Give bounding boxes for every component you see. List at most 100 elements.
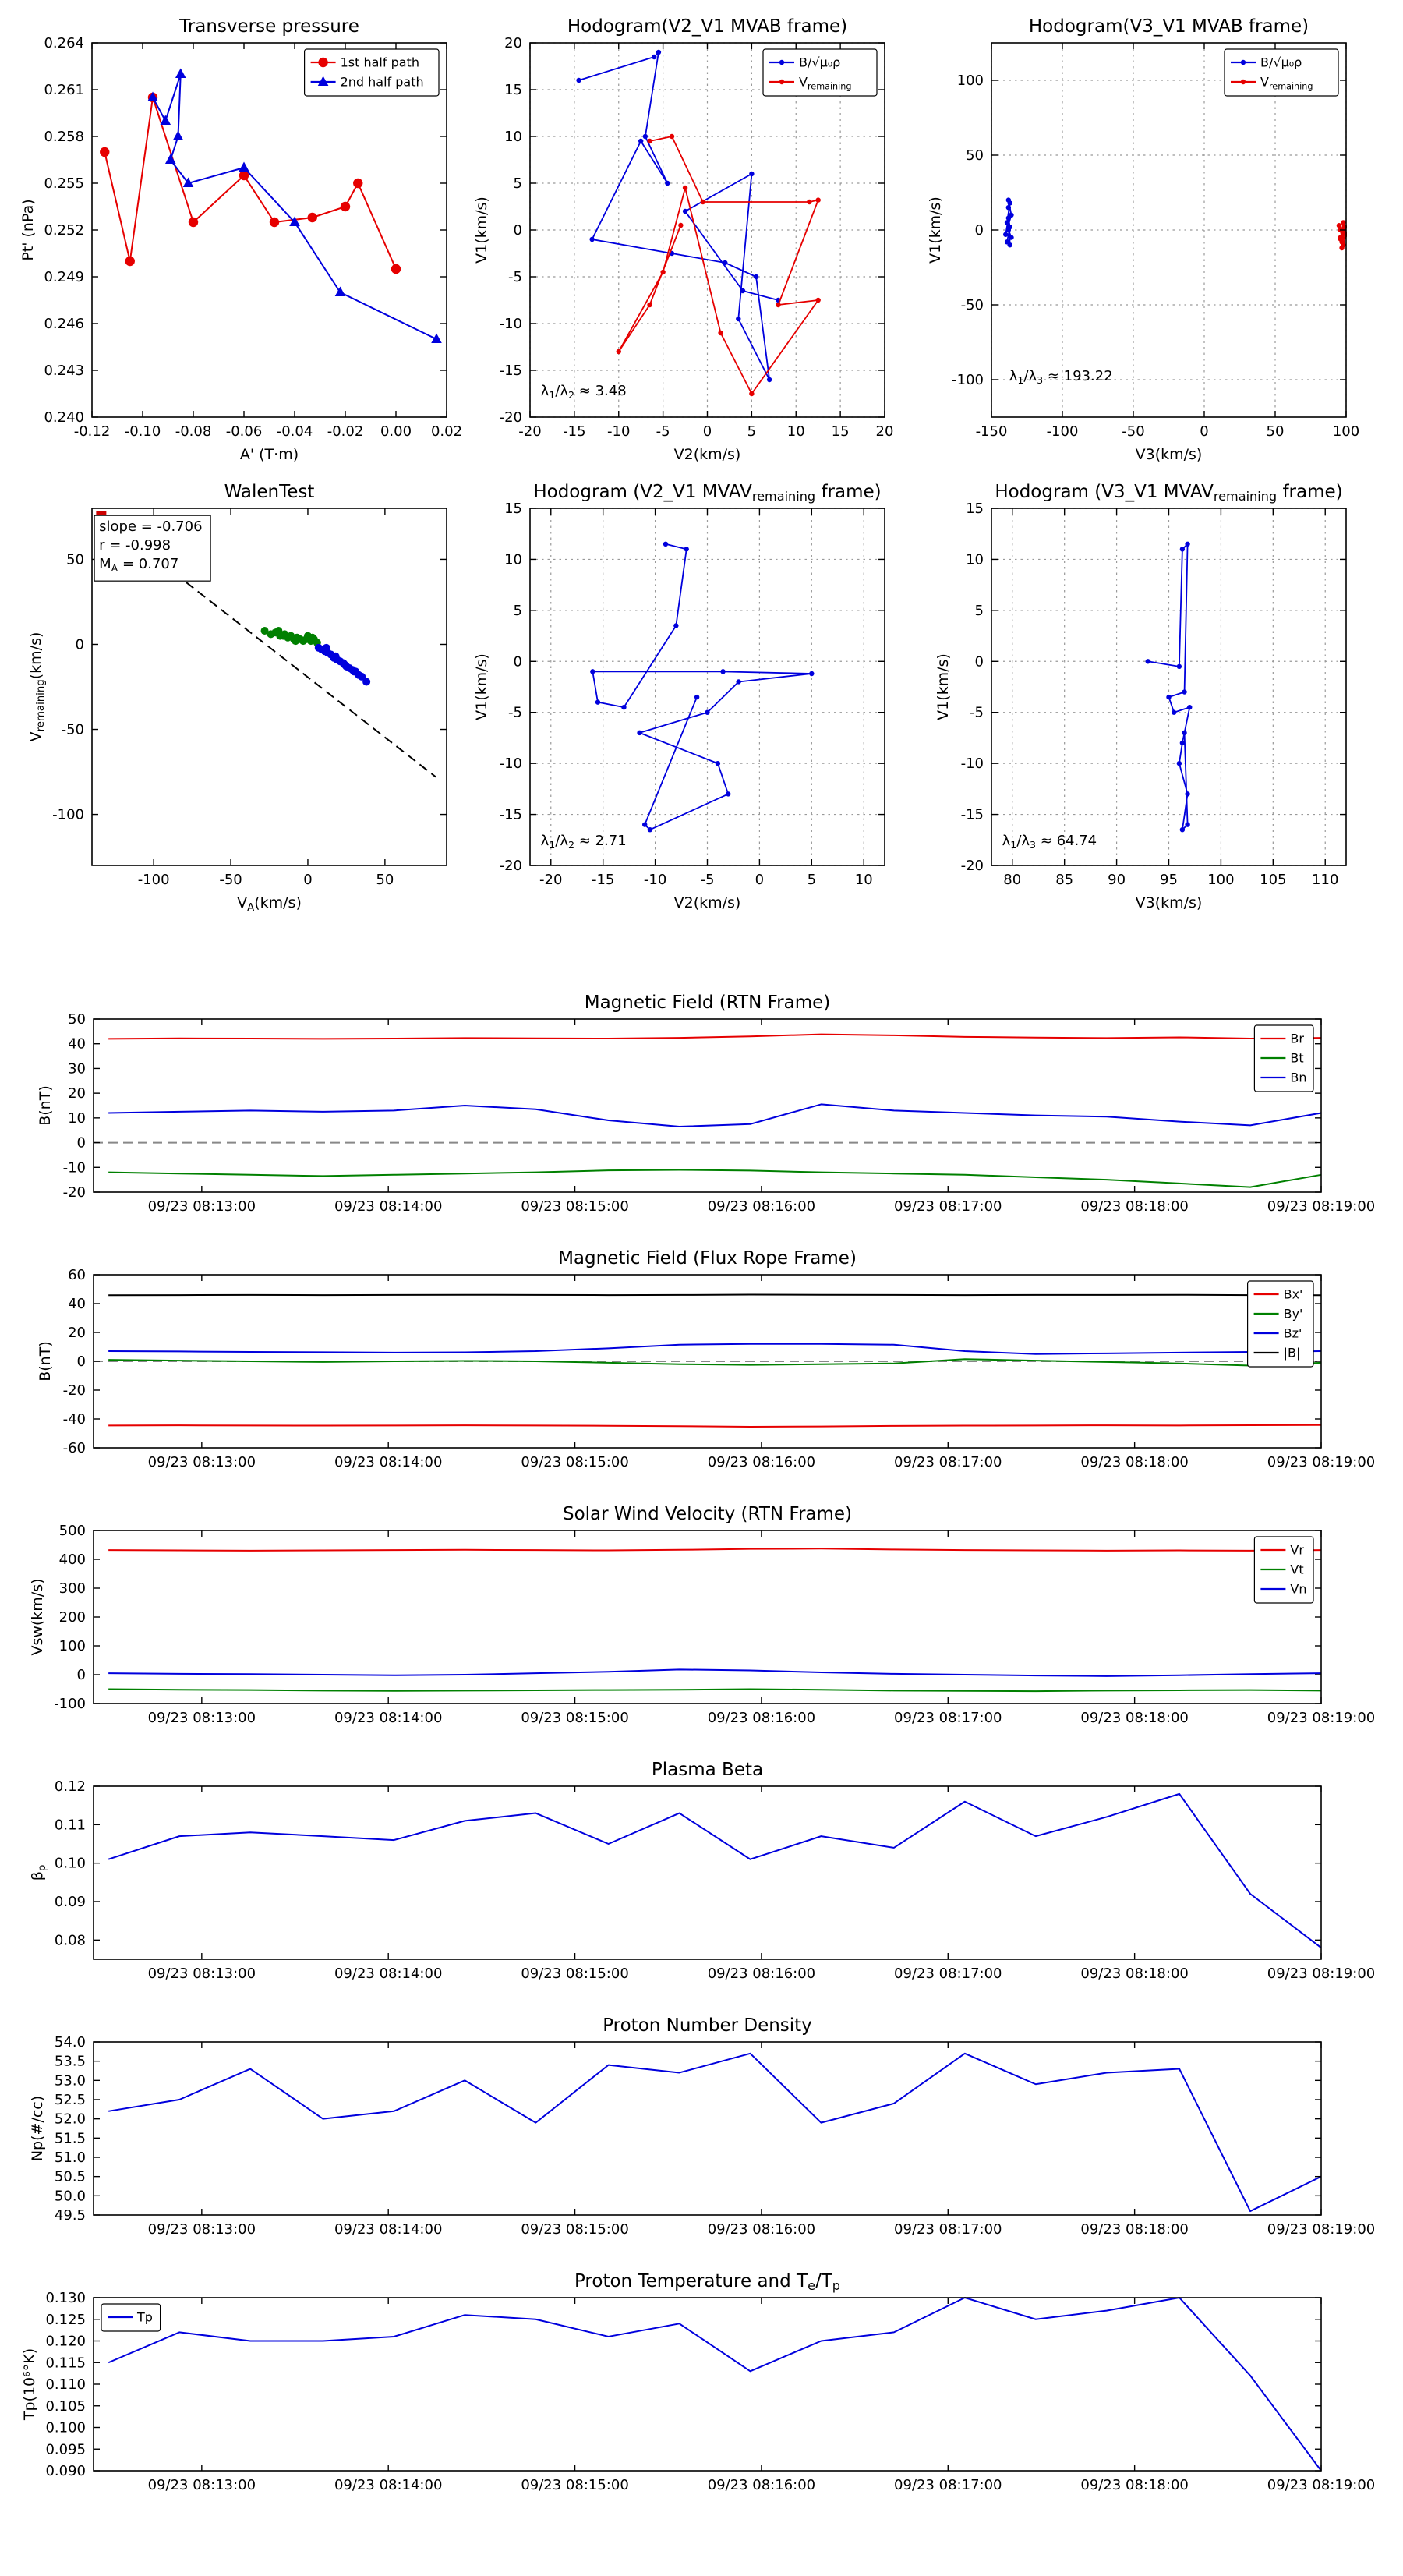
y-tick-label: 100: [957, 73, 984, 89]
x-tick-label: 09/23 08:17:00: [894, 2477, 1002, 2493]
y-tick-label: 0: [77, 1135, 86, 1152]
chart-hodogram-v3v1-mvab: -150 -100 -50 0 50 100 -100 -50 0 50 100 Hodogram(V…: [927, 16, 1359, 463]
x-tick-label: 0.00: [380, 423, 412, 440]
y-tick-label: -10: [961, 755, 984, 772]
x-tick-label: -100: [1047, 423, 1079, 440]
legend-label: Bz': [1284, 1326, 1302, 1341]
x-tick-label: 09/23 08:15:00: [521, 1454, 628, 1470]
x-tick-label: 09/23 08:16:00: [708, 2477, 815, 2493]
x-tick-label: 09/23 08:19:00: [1267, 2477, 1375, 2493]
chart-title: Hodogram(V3_V1 MVAB frame): [1029, 16, 1309, 37]
series-group: [108, 1293, 1322, 1428]
y-tick-label: 50: [68, 1011, 86, 1028]
x-tick-label: 0.02: [431, 423, 462, 440]
legend-label: 1st half path: [341, 55, 419, 70]
y-tick-label: 53.5: [55, 2054, 86, 2070]
y-tick-label: 0.105: [45, 2398, 86, 2415]
y-tick-label: 0.110: [45, 2376, 86, 2393]
chart-walen-test: -100 -50 0 50 -100 -50 0 50 WalenTest VA(km/s) Vre…: [27, 482, 447, 914]
legend-box: [1224, 48, 1339, 97]
legend-label: B/√μ₀ρ: [1260, 55, 1302, 70]
x-tick-label: -50: [1122, 423, 1144, 440]
chart-beta: 09/23 08:13:00 09/23 08:14:00 09/23 08:15:…: [29, 1760, 1375, 1982]
y-tick-label: 0.243: [44, 363, 84, 379]
annotation-text: MA = 0.707: [99, 556, 178, 574]
legend-box: [304, 48, 440, 97]
chart-transverse-pressure: -0.12 -0.10 -0.08 -0.06 -0.04 -0.02 0.00 0.02 0.…: [19, 16, 462, 463]
x-tick-label: -0.08: [175, 423, 212, 440]
series-Br: [108, 1033, 1322, 1040]
y-axis-label: B(nT): [37, 1085, 54, 1126]
chart-title: Magnetic Field (Flux Rope Frame): [558, 1248, 857, 1269]
x-tick-label: -100: [138, 872, 170, 888]
x-tick-label: 09/23 08:18:00: [1080, 2221, 1188, 2238]
chart-hodogram-v3v1-mvav: 80 85 90 95 100 105 110 -20 -15 -10 -5 0 5 10 15 Hodogr…: [935, 482, 1347, 911]
annotation-box: [94, 515, 211, 582]
x-tick-label: 85: [1055, 872, 1073, 888]
x-tick-label: 0: [1200, 423, 1208, 440]
y-tick-label: -40: [63, 1411, 86, 1428]
legend-label: By': [1284, 1307, 1303, 1322]
legend-label: Vremaining: [799, 75, 851, 92]
x-tick-label: -10: [607, 423, 630, 440]
chart-mag-rtn: 09/23 08:13:00 09/23 08:14:00 09/23 08:15:…: [37, 993, 1375, 1215]
x-tick-label: 09/23 08:13:00: [148, 1198, 256, 1215]
y-tick-label: 400: [59, 1552, 86, 1568]
x-tick-label: -0.10: [125, 423, 161, 440]
x-tick-label: 09/23 08:16:00: [708, 1198, 815, 1215]
y-tick-label: 50: [66, 551, 84, 568]
x-tick-label: 09/23 08:13:00: [148, 1710, 256, 1726]
y-tick-label: 0: [514, 222, 522, 239]
x-tick-label: 09/23 08:18:00: [1080, 1454, 1188, 1470]
series-fit-line: [104, 518, 436, 778]
y-axis-label: V1(km/s): [927, 196, 944, 264]
chart-mag-fluxrope: 09/23 08:13:00 09/23 08:14:00 09/23 08:15:…: [37, 1248, 1375, 1470]
chart-title: Solar Wind Velocity (RTN Frame): [563, 1504, 852, 1524]
y-tick-label: 0.08: [55, 1932, 86, 1948]
x-tick-label: 0: [703, 423, 712, 440]
x-tick-label: -20: [539, 872, 562, 888]
x-axis-label: V2(km/s): [674, 894, 741, 911]
x-tick-label: -20: [518, 423, 541, 440]
series-2nd half path: [152, 73, 437, 340]
series-group: [108, 1548, 1322, 1693]
chart-velocity: 09/23 08:13:00 09/23 08:14:00 09/23 08:15:…: [29, 1504, 1375, 1726]
y-tick-label: 0.09: [55, 1894, 86, 1910]
y-tick-label: 0.095: [45, 2441, 86, 2457]
x-tick-label: 09/23 08:15:00: [521, 2221, 628, 2238]
x-tick-label: 110: [1312, 872, 1338, 888]
y-tick-label: -5: [508, 269, 522, 285]
y-tick-label: 5: [975, 603, 984, 619]
x-tick-label: 15: [832, 423, 850, 440]
series-group: [100, 68, 442, 343]
series-Bn: [108, 1103, 1322, 1127]
x-tick-label: 09/23 08:15:00: [521, 2477, 628, 2493]
x-tick-label: 09/23 08:14:00: [334, 1966, 442, 1982]
x-tick-label: 20: [876, 423, 894, 440]
y-axis-label: V1(km/s): [473, 653, 490, 720]
legend-label: |B|: [1284, 1346, 1301, 1361]
x-tick-label: 09/23 08:14:00: [334, 1710, 442, 1726]
y-tick-label: -15: [500, 807, 522, 823]
x-tick-label: 105: [1260, 872, 1286, 888]
x-tick-label: 0: [755, 872, 764, 888]
x-axis-label: V3(km/s): [1136, 446, 1203, 463]
series-B/sqrt(mu0 rho): [578, 51, 779, 380]
y-tick-label: 10: [68, 1110, 86, 1127]
y-tick-label: 52.5: [55, 2092, 86, 2108]
y-tick-label: 0.240: [44, 409, 84, 426]
legend-label: Br: [1290, 1031, 1304, 1046]
y-tick-label: -20: [500, 858, 522, 874]
y-tick-label: -20: [961, 858, 984, 874]
series-Tp: [108, 2297, 1322, 2472]
y-tick-label: -15: [500, 363, 522, 379]
x-tick-label: 09/23 08:13:00: [148, 2221, 256, 2238]
x-tick-label: 09/23 08:16:00: [708, 1966, 815, 1982]
x-tick-label: 09/23 08:18:00: [1080, 2477, 1188, 2493]
x-axis-label: VA(km/s): [237, 894, 302, 914]
series-group: [1145, 541, 1193, 833]
annotation-text: slope = -0.706: [99, 518, 202, 535]
y-tick-label: 50.5: [55, 2169, 86, 2185]
y-tick-label: 40: [68, 1036, 86, 1053]
